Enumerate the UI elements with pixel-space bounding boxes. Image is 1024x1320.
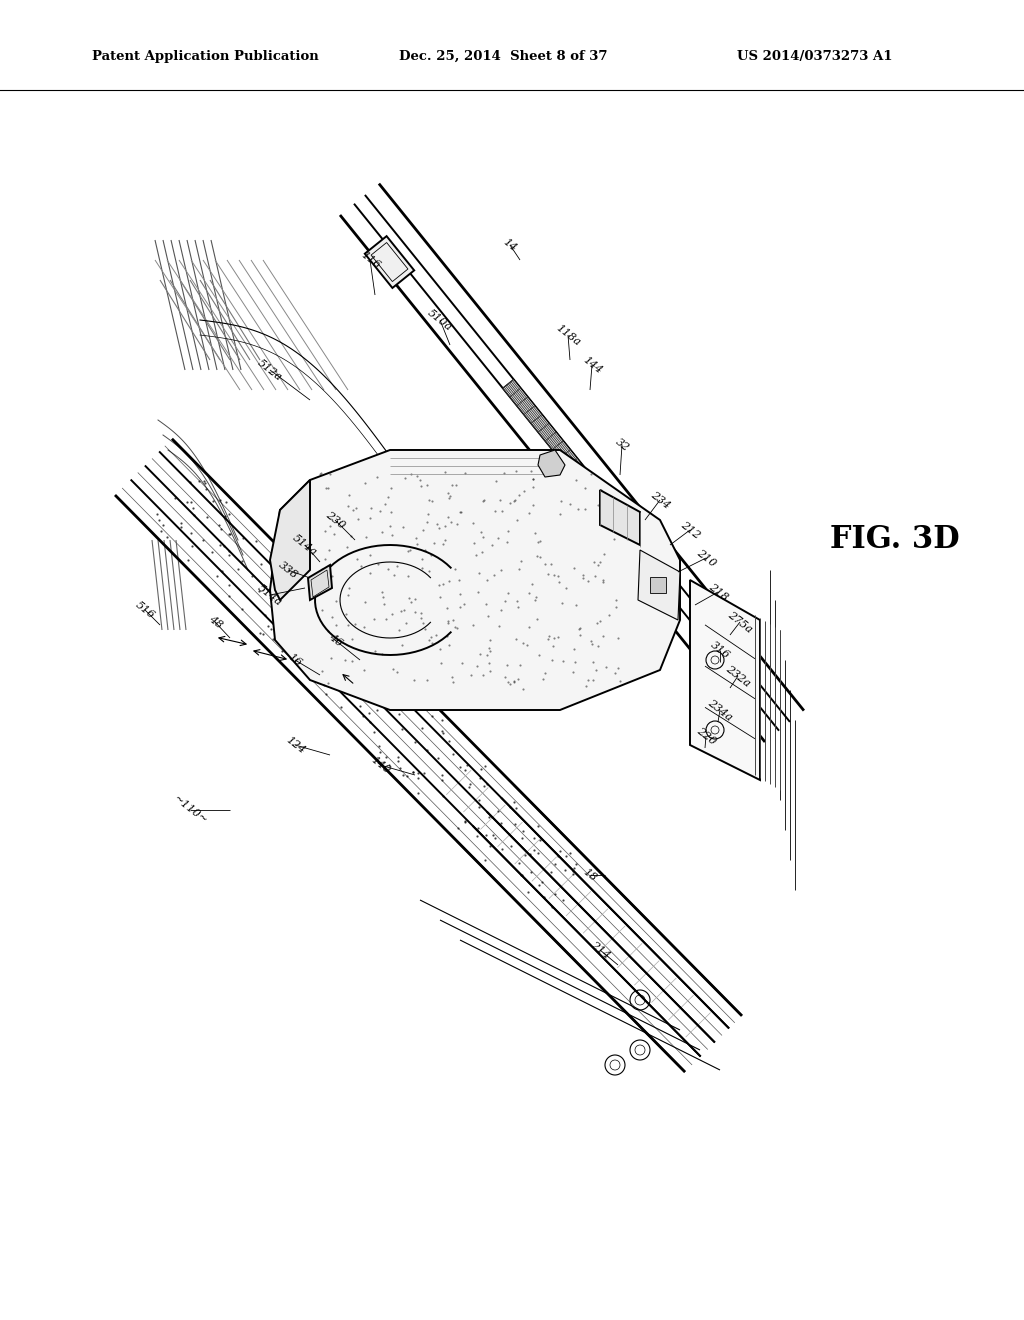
Text: 210: 210 <box>694 548 718 569</box>
Text: 212: 212 <box>679 520 701 540</box>
Text: 48: 48 <box>206 614 223 631</box>
Text: 275a: 275a <box>726 610 754 635</box>
Text: 234: 234 <box>648 490 672 511</box>
Polygon shape <box>650 577 666 593</box>
Text: 124: 124 <box>284 734 306 755</box>
Polygon shape <box>638 550 680 620</box>
Polygon shape <box>308 565 332 601</box>
Text: 338: 338 <box>276 560 299 581</box>
Polygon shape <box>503 379 599 494</box>
Polygon shape <box>600 490 640 545</box>
Text: 14: 14 <box>502 236 519 253</box>
Text: 514a: 514a <box>291 532 319 557</box>
Text: 116: 116 <box>358 249 382 271</box>
Polygon shape <box>365 236 415 288</box>
Text: 234a: 234a <box>706 697 734 722</box>
Polygon shape <box>270 450 680 710</box>
Polygon shape <box>270 480 310 601</box>
Text: 140: 140 <box>369 755 391 776</box>
Polygon shape <box>538 450 565 477</box>
Text: 144: 144 <box>581 355 603 375</box>
Text: 512a: 512a <box>256 358 284 383</box>
Text: 220: 220 <box>694 726 718 747</box>
Text: 16: 16 <box>287 652 304 668</box>
Text: US 2014/0373273 A1: US 2014/0373273 A1 <box>737 50 893 63</box>
Text: 514a: 514a <box>256 582 284 607</box>
Text: 230: 230 <box>324 510 346 531</box>
Text: 218: 218 <box>707 582 729 602</box>
Polygon shape <box>690 579 760 780</box>
Text: 516: 516 <box>133 599 157 620</box>
Text: 214: 214 <box>589 940 611 961</box>
Text: 18: 18 <box>582 867 599 883</box>
Text: 510a: 510a <box>426 308 454 333</box>
Text: 118a: 118a <box>554 322 582 347</box>
Text: 32: 32 <box>613 437 631 453</box>
Text: 232a: 232a <box>724 664 752 689</box>
Text: Dec. 25, 2014  Sheet 8 of 37: Dec. 25, 2014 Sheet 8 of 37 <box>399 50 608 63</box>
Text: FIG. 3D: FIG. 3D <box>830 524 959 556</box>
Text: ~110~: ~110~ <box>171 793 209 826</box>
Text: 316: 316 <box>709 639 731 660</box>
Text: Patent Application Publication: Patent Application Publication <box>92 50 318 63</box>
Text: 46: 46 <box>327 632 344 648</box>
